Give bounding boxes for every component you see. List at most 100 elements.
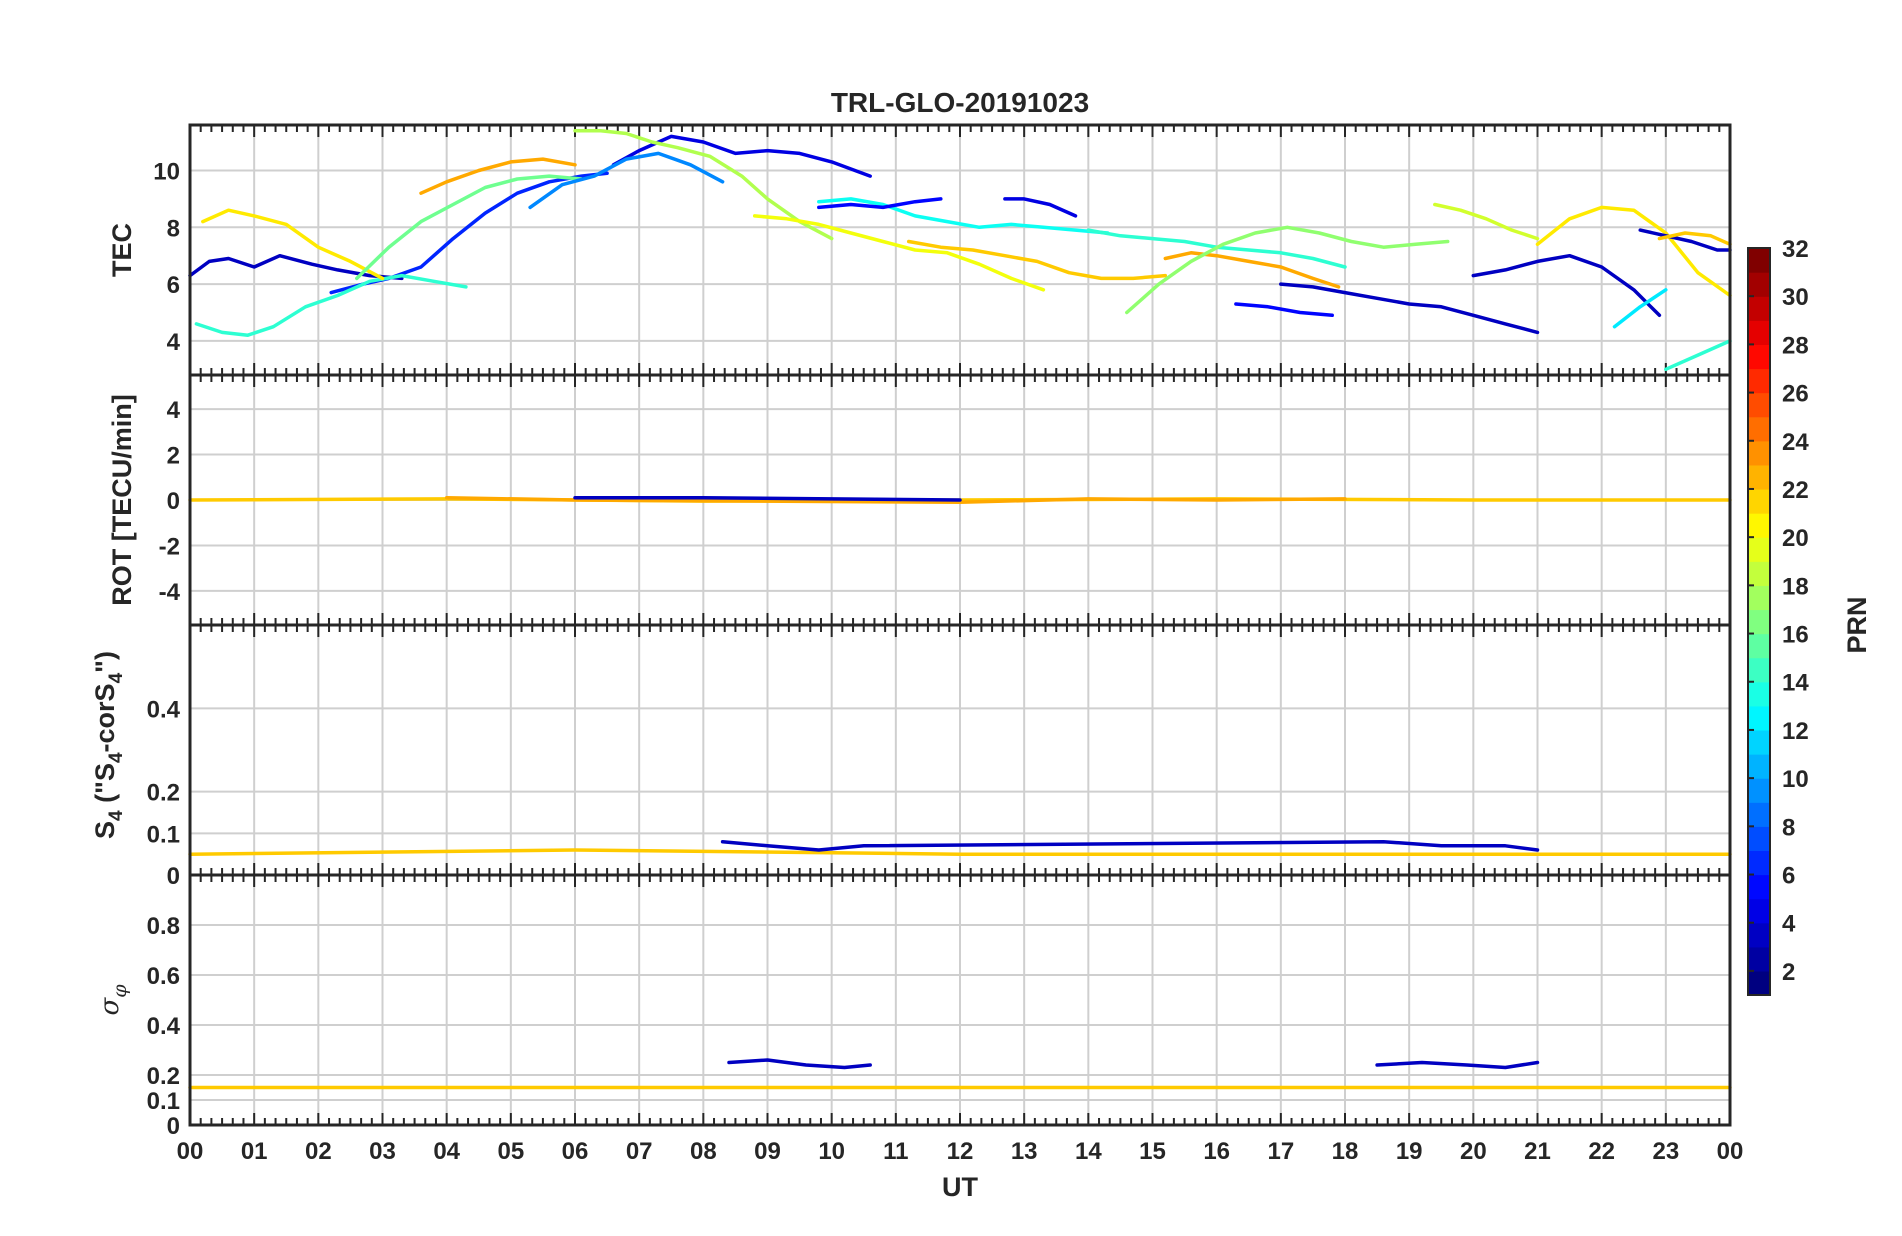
y-tick-label: 4 <box>167 397 181 424</box>
series-line-prn-19 <box>1433 202 1540 241</box>
colorbar-swatch <box>1748 681 1770 707</box>
x-tick-label: 06 <box>562 1138 589 1165</box>
y-tick-label: 0 <box>167 1113 180 1140</box>
colorbar-tick-label: 12 <box>1782 718 1809 745</box>
series-line-prn-4 <box>1003 197 1078 218</box>
series-line-prn-3 <box>1471 253 1662 318</box>
x-tick-label: 01 <box>241 1138 268 1165</box>
colorbar-swatch <box>1748 416 1770 442</box>
s4-label-sub2: 4 <box>106 752 127 763</box>
colorbar-swatch <box>1748 344 1770 370</box>
x-tick-label: 00 <box>177 1138 204 1165</box>
colorbar-swatch <box>1748 513 1770 538</box>
x-tick-label: 05 <box>497 1138 524 1165</box>
colorbar-tick-label: 22 <box>1782 477 1809 504</box>
y-tick-label: 0.1 <box>147 1088 180 1115</box>
colorbar-swatch <box>1748 802 1770 827</box>
s4-axis-label: S4 ("S4-corS4") <box>90 651 127 839</box>
colorbar-tick-label: 18 <box>1782 573 1809 600</box>
series-line-prn-13 <box>817 197 1110 235</box>
y-tick-label: -2 <box>159 533 180 560</box>
colorbar-tick-label: 28 <box>1782 332 1809 359</box>
sigma-symbol: σ <box>95 997 125 1016</box>
series-line-prn-3 <box>188 253 404 281</box>
colorbar-swatch <box>1748 874 1770 900</box>
x-tick-label: 08 <box>690 1138 717 1165</box>
x-tick-label: 19 <box>1396 1138 1423 1165</box>
y-tick-label: 0.2 <box>147 1063 180 1090</box>
series-line-prn-21 <box>1535 205 1732 298</box>
x-tick-label: 07 <box>626 1138 653 1165</box>
s4-label-sub: 4 <box>106 810 127 821</box>
s4-label-mid: -corS <box>90 683 120 752</box>
panel-sigma-phi: 00.10.2 0.4 0.6 0.8 00 01 02 03 04 05 06 07 08 09 10 11… <box>147 873 1744 1165</box>
colorbar-tick-label: 16 <box>1782 622 1809 649</box>
x-tick-label: 10 <box>818 1138 845 1165</box>
x-tick-label: 22 <box>1588 1138 1615 1165</box>
colorbar-tick-label: 26 <box>1782 381 1809 408</box>
colorbar-swatch <box>1748 826 1770 852</box>
x-tick-label: 13 <box>1011 1138 1038 1165</box>
colorbar-swatch <box>1748 561 1770 586</box>
panel-s4: 0 0.1 0.2 0.4 <box>147 623 1732 890</box>
y-tick-label: 0.4 <box>147 1013 181 1040</box>
x-tick-label: 00 <box>1717 1138 1744 1165</box>
colorbar-swatch <box>1748 922 1770 948</box>
x-tick-label: 14 <box>1075 1138 1102 1165</box>
colorbar-swatch <box>1748 296 1770 321</box>
colorbar-swatch <box>1748 729 1770 755</box>
y-tick-label: 0.1 <box>147 821 180 848</box>
panel-rot: -4 -2 0 2 4 <box>159 373 1732 627</box>
x-tick-label: 03 <box>369 1138 396 1165</box>
colorbar-swatch <box>1748 970 1770 996</box>
tec-axis-label: TEC <box>107 223 137 277</box>
series-line-prn-22 <box>188 848 1732 856</box>
colorbar-tick-label: 24 <box>1782 429 1809 456</box>
series-line-prn-14 <box>1664 339 1732 372</box>
series-line-prn-23 <box>444 495 1347 505</box>
y-tick-label: 0.4 <box>147 696 181 723</box>
colorbar-swatch <box>1748 368 1770 394</box>
s4-label-close: ") <box>90 651 120 673</box>
x-tick-label: 17 <box>1267 1138 1294 1165</box>
series-line-prn-23 <box>419 157 577 195</box>
x-tick-label: 02 <box>305 1138 332 1165</box>
series-line-prn-3 <box>1638 228 1732 252</box>
axes-box <box>188 873 1732 1127</box>
x-tick-label: 16 <box>1203 1138 1230 1165</box>
y-tick-label: 0.8 <box>147 913 180 940</box>
series-line-prn-3 <box>1279 282 1540 335</box>
colorbar-swatch <box>1748 488 1770 514</box>
x-tick-label: 11 <box>883 1138 908 1165</box>
series-line-prn-3 <box>573 495 962 502</box>
colorbar-tick-label: 2 <box>1782 959 1795 986</box>
series-line-prn-9 <box>528 151 725 210</box>
y-tick-label: 2 <box>167 443 180 470</box>
series-line-prn-22 <box>1657 231 1732 247</box>
colorbar-tick-label: 4 <box>1782 911 1796 938</box>
series-line-prn-5 <box>817 197 943 210</box>
y-tick-label: 0.2 <box>147 780 180 807</box>
series-line-prn-20 <box>752 214 1046 292</box>
x-tick-label: 12 <box>947 1138 974 1165</box>
series-line-prn-21 <box>201 208 385 281</box>
series-line-prn-14 <box>194 273 468 337</box>
colorbar-swatch <box>1748 585 1770 611</box>
colorbar-swatch <box>1748 392 1770 418</box>
series-line-prn-3 <box>720 839 1540 852</box>
y-tick-label: 10 <box>153 158 180 185</box>
svg-text:σφ: σφ <box>95 984 131 1016</box>
y-tick-label: 8 <box>167 215 180 242</box>
series-line-prn-12 <box>1612 288 1668 329</box>
colorbar-tick-label: 14 <box>1782 670 1809 697</box>
colorbar-swatch <box>1748 464 1770 490</box>
colorbar-swatch <box>1748 754 1770 779</box>
colorbar-swatch <box>1748 898 1770 924</box>
y-tick-label: 4 <box>167 329 181 356</box>
colorbar-swatch <box>1748 537 1770 562</box>
x-tick-label: 21 <box>1524 1138 1551 1165</box>
colorbar-tick-label: 32 <box>1782 236 1809 263</box>
rot-axis-label: ROT [TECU/min] <box>107 394 137 605</box>
x-tick-label: 18 <box>1332 1138 1359 1165</box>
